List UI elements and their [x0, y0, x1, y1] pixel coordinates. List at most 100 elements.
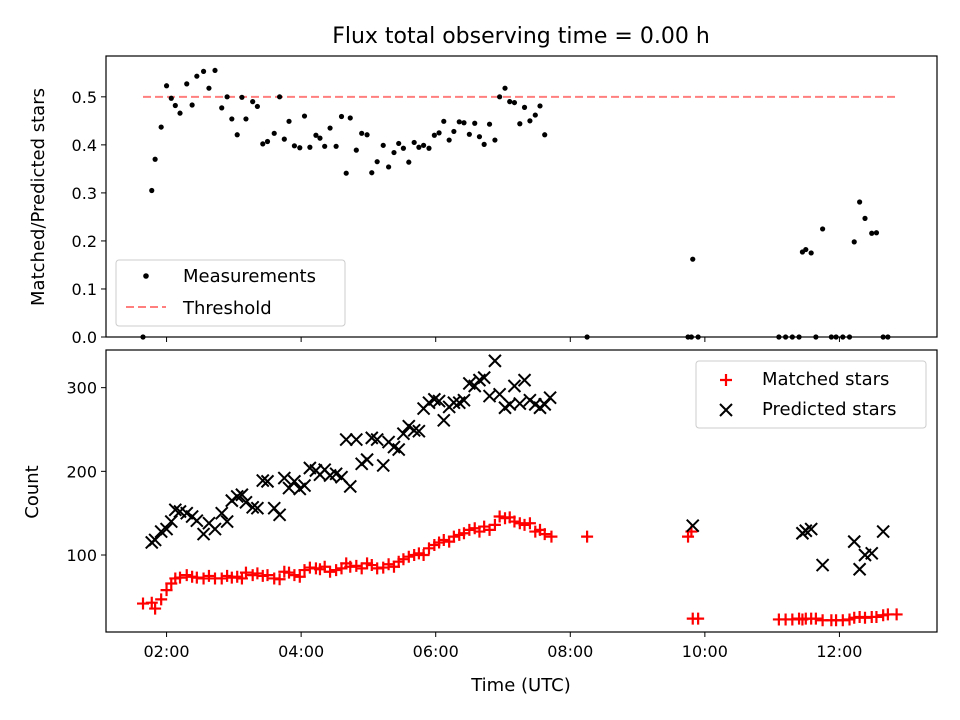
measurement-point	[517, 121, 523, 127]
top-y-tick-label: 0.3	[72, 184, 97, 203]
measurement-point	[250, 99, 256, 105]
predicted-star-marker	[477, 370, 491, 385]
measurement-point	[219, 105, 225, 111]
matched-star-marker	[149, 602, 162, 615]
predicted-star-marker	[339, 432, 353, 447]
measurement-point	[537, 103, 543, 109]
measurement-point	[391, 149, 397, 156]
predicted-star-marker	[277, 471, 292, 485]
measurement-point	[189, 102, 195, 108]
measurement-point	[200, 68, 207, 74]
predicted-star-marker	[349, 432, 364, 447]
predicted-star-marker	[220, 514, 234, 529]
top-legend: Measurements Threshold	[115, 259, 346, 327]
measurement-point	[374, 159, 380, 165]
measurement-point	[862, 215, 868, 221]
matched-star-marker	[288, 569, 301, 582]
matched-star-marker	[493, 510, 506, 523]
measurement-point	[857, 199, 863, 205]
predicted-star-marker	[457, 393, 471, 407]
bottom-legend: Matched stars Predicted stars	[695, 360, 927, 429]
predicted-star-marker	[190, 513, 204, 528]
predicted-star-marker	[412, 424, 426, 438]
measurement-point	[466, 131, 472, 137]
predicted-star-marker	[488, 354, 502, 368]
predicted-star-marker	[148, 533, 162, 547]
measurement-point	[492, 137, 498, 143]
matched-star-marker	[155, 593, 168, 606]
matched-star-marker	[402, 550, 415, 563]
measurement-point	[347, 115, 353, 121]
predicted-star-marker	[432, 394, 446, 408]
predicted-star-marker	[391, 442, 406, 457]
predicted-star-marker	[235, 488, 249, 502]
matched-star-marker	[437, 533, 450, 546]
x-tick-label: 04:00	[278, 642, 324, 661]
measurement-point	[406, 159, 412, 165]
top-axes-frame	[105, 55, 938, 338]
x-tick-label: 06:00	[413, 642, 459, 661]
measurement-point	[420, 142, 427, 148]
predicted-star-marker	[876, 524, 890, 539]
measurement-point	[456, 119, 462, 125]
bottom-y-axis-label: Count	[22, 465, 43, 518]
bottom-y-tick-label: 200	[66, 462, 97, 481]
matched-star-marker	[298, 564, 311, 577]
measurement-point	[281, 136, 287, 142]
measurement-point	[426, 145, 432, 151]
measurement-point	[194, 73, 200, 79]
matched-star-marker	[202, 569, 215, 582]
matched-star-marker	[197, 572, 210, 585]
matched-star-marker	[538, 528, 551, 541]
bottom-axes: 100 200 300 02:00 04:00 06:00 08:00 10:00 12:00	[66, 379, 862, 661]
predicted-star-marker	[239, 495, 253, 510]
measurement-point	[873, 230, 880, 236]
matched-star-marker	[463, 523, 476, 536]
predicted-star-marker	[272, 508, 287, 522]
predicted-star-marker	[686, 519, 700, 533]
matched-star-marker	[273, 573, 286, 586]
measurement-point	[224, 94, 230, 100]
predicted-star-marker	[517, 373, 532, 387]
measurement-point	[327, 125, 333, 131]
measurement-point	[260, 141, 266, 147]
measurement-point	[481, 141, 487, 147]
predicted-star-marker	[196, 527, 211, 541]
bottom-axes-frame	[105, 349, 938, 633]
measurement-point	[364, 132, 370, 138]
measurement-point	[502, 85, 508, 91]
measurement-point	[380, 142, 386, 148]
matched-star-marker	[350, 559, 363, 572]
predicted-star-marker	[437, 413, 451, 427]
measurement-point	[343, 170, 349, 176]
matched-star-marker	[870, 610, 883, 623]
matched-star-marker	[251, 567, 264, 580]
predicted-star-marker	[543, 390, 557, 405]
predicted-star-marker	[492, 387, 507, 402]
top-y-tick-label: 0.2	[72, 232, 97, 251]
measurement-point	[163, 83, 170, 89]
predicted-star-marker	[447, 396, 461, 410]
matched-star-marker	[397, 553, 410, 566]
predicted-star-marker	[343, 479, 357, 494]
measurement-point	[869, 230, 875, 236]
predicted-star-marker	[513, 396, 527, 411]
top-panel: 0.0 0.1 0.2 0.3 0.4 0.5 Matched/Predicted sta…	[28, 55, 938, 347]
measurement-point	[446, 137, 452, 143]
matched-star-marker	[488, 518, 501, 531]
measurement-point	[168, 95, 174, 101]
measurement-point	[851, 239, 857, 245]
measurement-point	[472, 120, 478, 126]
matched-star-marker	[261, 569, 274, 582]
predicted-star-marker	[815, 558, 830, 572]
measurement-point	[820, 226, 826, 232]
measurement-point	[229, 116, 235, 122]
measurement-point	[184, 81, 190, 87]
predicted-star-marker	[297, 478, 312, 493]
matched-star-marker	[174, 571, 187, 584]
matched-star-marker	[417, 549, 430, 562]
x-tick-label: 02:00	[144, 642, 190, 661]
matched-star-marker	[518, 518, 531, 531]
bottom-plot-area	[137, 354, 903, 627]
